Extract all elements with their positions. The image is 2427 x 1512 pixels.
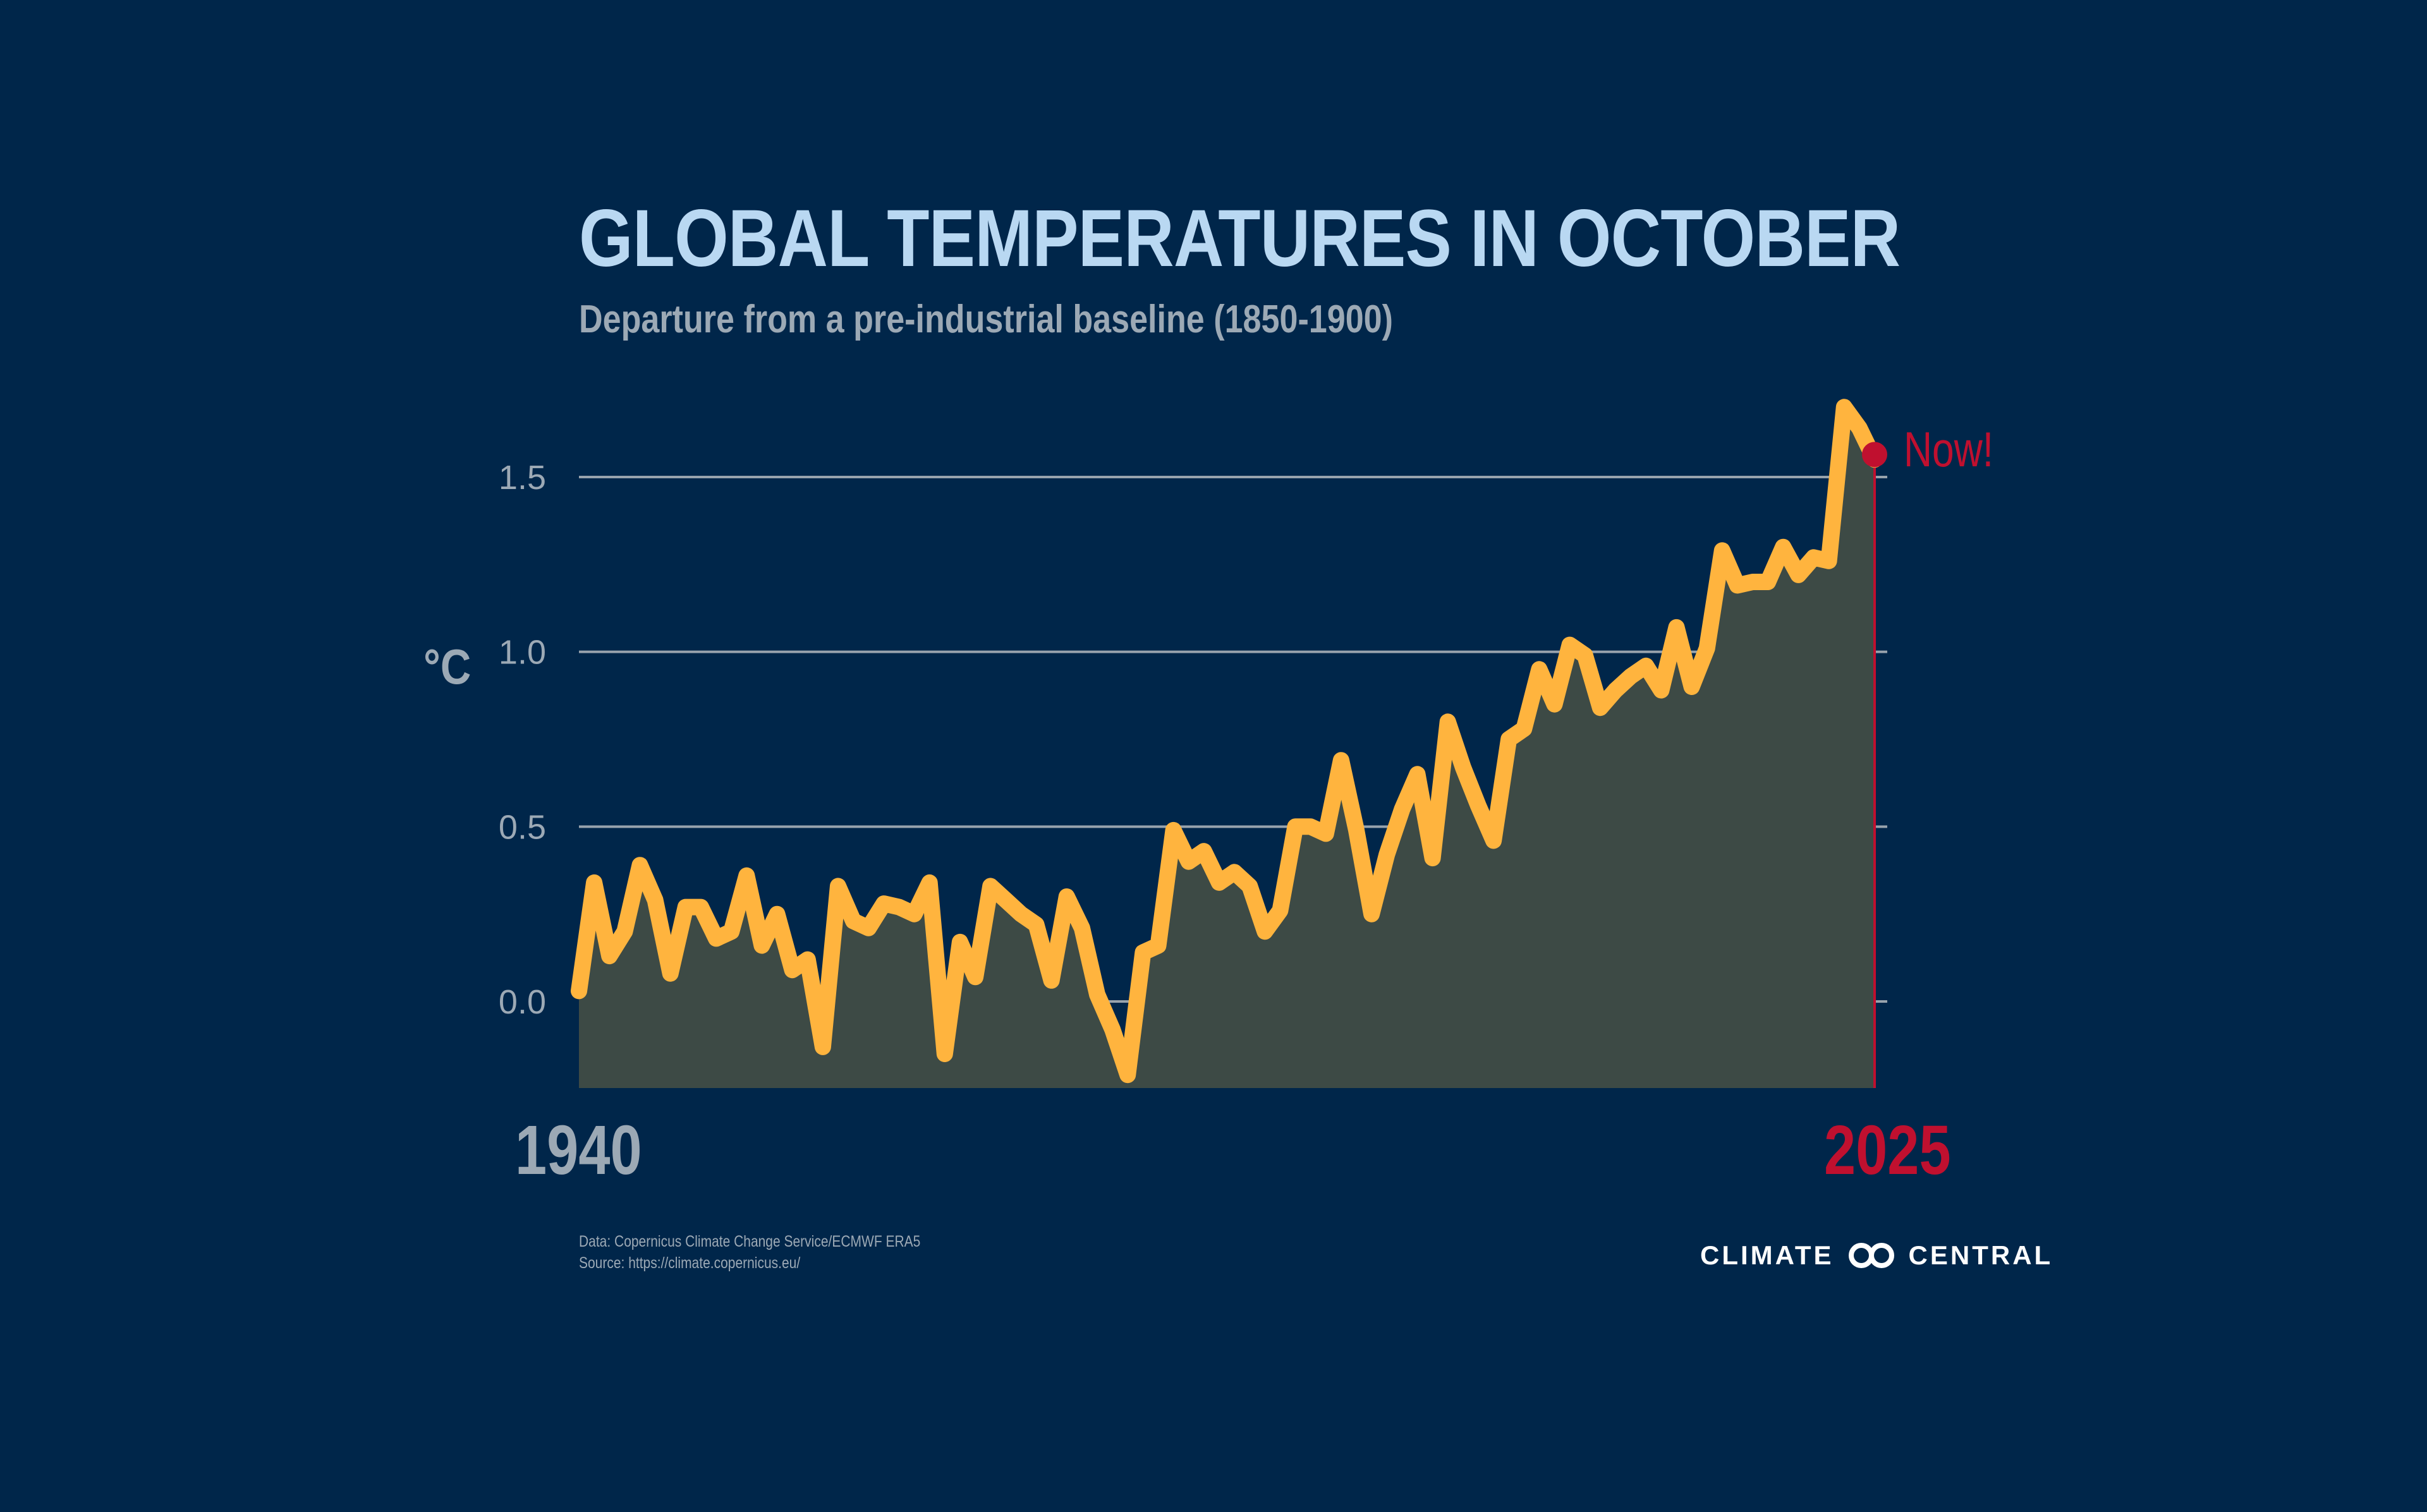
y-tick-label: 0.0	[499, 983, 546, 1021]
temperature-area	[579, 407, 1875, 1088]
data-credit: Data: Copernicus Climate Change Service/…	[579, 1233, 921, 1250]
y-tick-label: 0.5	[499, 808, 546, 846]
y-tick-label: 1.5	[499, 459, 546, 497]
end-year-label: 2025	[1824, 1112, 1951, 1189]
source-url: Source: https://climate.copernicus.eu/	[579, 1254, 801, 1272]
chart-title: GLOBAL TEMPERATURES IN OCTOBER	[579, 193, 1901, 284]
climate-central-logo: CLIMATE CENTRAL	[1700, 1240, 2053, 1271]
temperature-line	[571, 399, 1883, 1084]
logo-text-left: CLIMATE	[1700, 1240, 1834, 1270]
y-tick-label: 1.0	[499, 634, 546, 672]
unit-label: °C	[423, 639, 471, 694]
chart-subtitle: Departure from a pre-industrial baseline…	[579, 298, 1393, 341]
linked-rings-icon	[1848, 1243, 1894, 1268]
logo-text-right: CENTRAL	[1908, 1240, 2053, 1270]
axis-labels: 0.0 0.5 1.0 1.5 Now! 1940 2025	[499, 421, 1993, 1189]
start-year-label: 1940	[515, 1112, 642, 1189]
data-source-note: Data: Copernicus Climate Change Service/…	[579, 1231, 920, 1274]
now-annotation: Now!	[1904, 421, 1993, 476]
current-value-dot	[1862, 442, 1887, 468]
